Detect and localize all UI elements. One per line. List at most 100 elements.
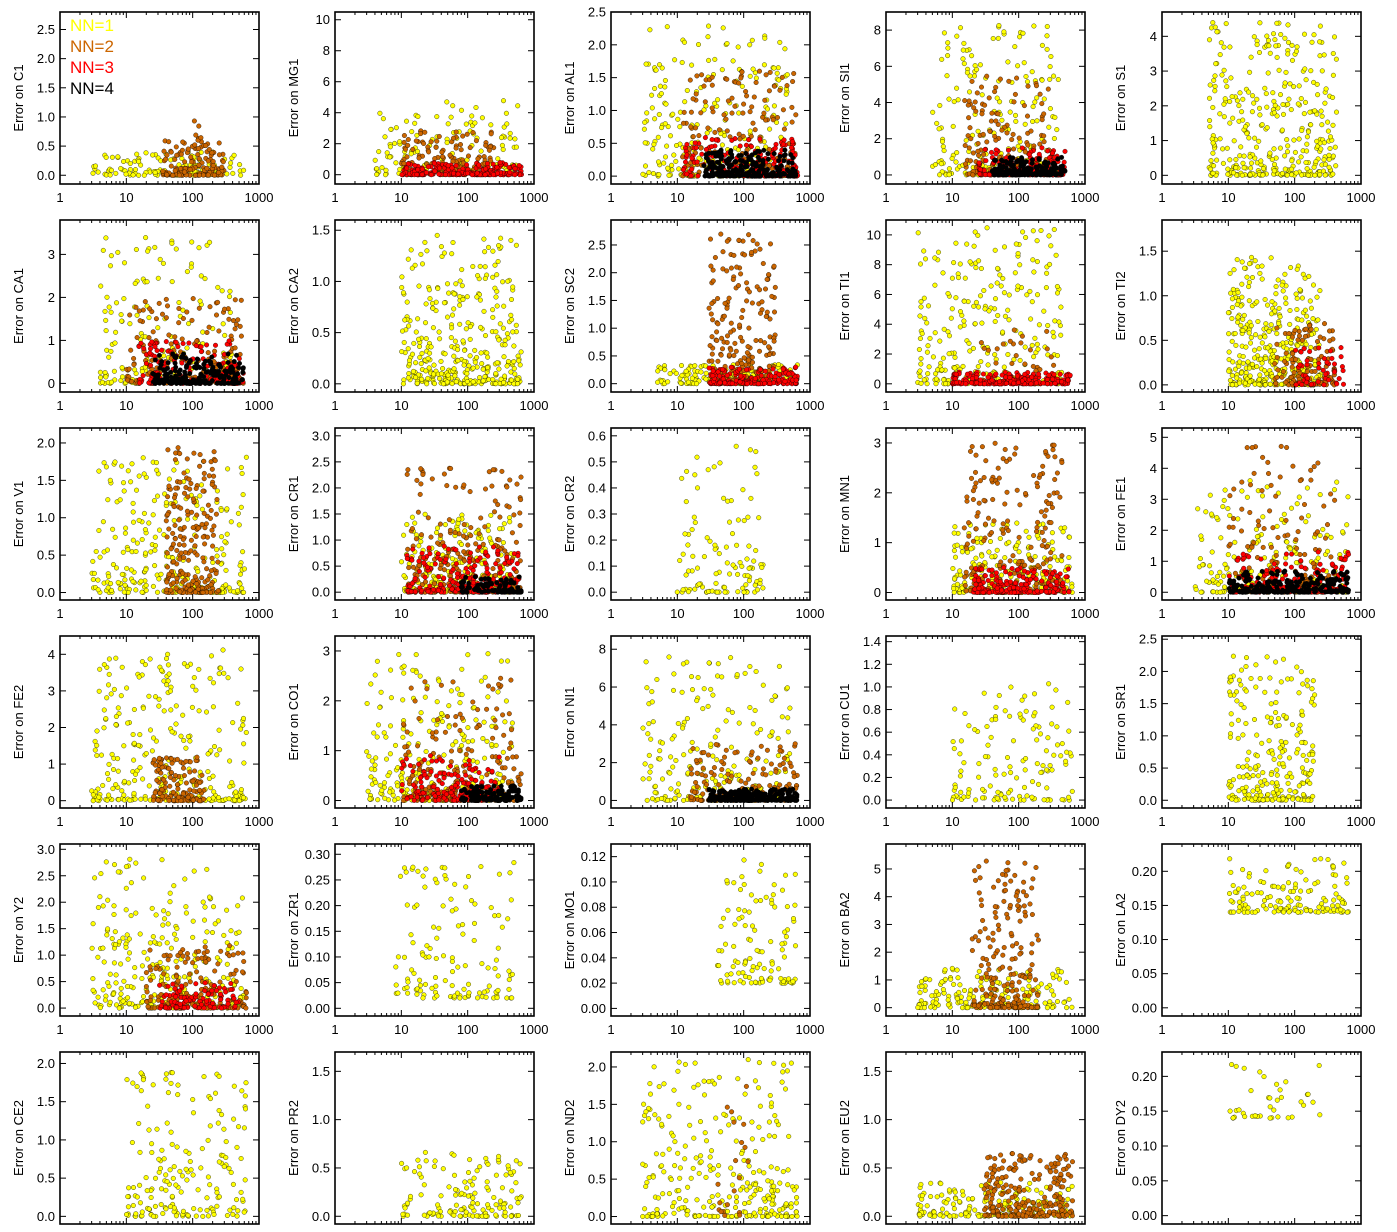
data-point-nn1 <box>150 152 156 158</box>
data-point-nn2 <box>205 350 211 356</box>
data-point-nn1 <box>112 340 118 346</box>
data-point-nn1 <box>387 144 393 150</box>
data-point-nn2 <box>698 145 704 151</box>
data-point-nn1 <box>444 99 450 105</box>
data-point-nn1 <box>1044 270 1050 276</box>
data-point-nn1 <box>1047 76 1053 82</box>
data-point-nn2 <box>720 346 725 352</box>
data-point-nn3 <box>141 346 147 351</box>
y-tick-label: 0.5 <box>588 136 606 151</box>
data-point-nn4 <box>765 156 771 162</box>
data-point-nn2 <box>771 338 777 344</box>
data-point-nn2 <box>405 142 411 148</box>
data-point-nn4 <box>225 360 231 365</box>
data-point-nn1 <box>1332 144 1338 150</box>
data-point-nn1 <box>1322 172 1328 178</box>
data-point-nn1 <box>99 379 105 385</box>
data-point-nn2 <box>207 304 213 310</box>
data-point-nn1 <box>946 172 952 178</box>
y-tick-label: 1.5 <box>588 70 606 85</box>
data-point-nn1 <box>467 324 473 330</box>
data-point-nn2 <box>1012 91 1018 97</box>
data-point-nn1 <box>486 244 491 250</box>
data-point-nn1 <box>1222 96 1228 102</box>
data-point-nn4 <box>707 164 712 170</box>
y-tick-label: 0 <box>48 376 55 391</box>
data-point-nn3 <box>1036 151 1042 157</box>
data-point-nn3 <box>717 380 723 386</box>
data-point-nn4 <box>1028 171 1033 177</box>
data-point-nn1 <box>750 66 756 72</box>
data-point-nn2 <box>791 71 797 76</box>
data-point-nn1 <box>490 314 496 320</box>
data-point-nn1 <box>1229 94 1235 100</box>
data-point-nn4 <box>768 171 774 177</box>
data-point-nn4 <box>193 365 199 371</box>
data-point-nn4 <box>757 157 763 163</box>
data-point-nn3 <box>684 141 690 147</box>
data-point-nn1 <box>678 380 684 386</box>
data-point-nn1 <box>973 299 979 305</box>
data-point-nn2 <box>161 148 167 154</box>
data-point-nn1 <box>457 321 463 327</box>
data-point-nn1 <box>1266 37 1271 43</box>
data-point-nn3 <box>163 339 169 345</box>
data-point-nn2 <box>458 142 463 147</box>
data-point-nn1 <box>1211 163 1217 169</box>
data-point-nn1 <box>1280 102 1286 107</box>
data-point-nn1 <box>498 235 504 241</box>
data-point-nn2 <box>745 344 751 350</box>
data-point-nn1 <box>1313 159 1319 165</box>
x-tick-label: 100 <box>182 398 204 413</box>
data-point-nn4 <box>726 164 732 170</box>
data-point-nn1 <box>435 286 441 291</box>
data-point-nn2 <box>688 109 694 115</box>
data-point-nn2 <box>754 241 760 247</box>
data-point-nn3 <box>512 166 518 171</box>
data-point-nn1 <box>1227 44 1233 50</box>
data-point-nn1 <box>109 167 114 173</box>
data-point-nn1 <box>405 346 411 352</box>
data-point-nn1 <box>485 354 491 360</box>
data-point-nn4 <box>723 158 729 164</box>
data-point-nn1 <box>1326 152 1332 158</box>
data-point-nn4 <box>216 368 222 374</box>
data-point-nn3 <box>149 339 155 345</box>
data-point-nn1 <box>930 109 936 115</box>
data-point-nn1 <box>1039 77 1045 83</box>
data-point-nn1 <box>399 285 405 290</box>
x-tick-label: 100 <box>733 190 755 205</box>
data-point-nn2 <box>467 145 473 151</box>
data-point-nn1 <box>949 156 955 161</box>
data-point-nn1 <box>513 322 519 328</box>
data-point-nn1 <box>207 239 213 245</box>
data-point-nn1 <box>147 169 153 175</box>
data-point-nn1 <box>441 300 447 306</box>
data-point-nn3 <box>423 170 429 176</box>
data-point-nn1 <box>979 320 985 326</box>
data-point-nn1 <box>1263 91 1269 97</box>
data-point-nn1 <box>1330 95 1336 100</box>
data-point-nn2 <box>997 76 1003 82</box>
data-point-nn3 <box>715 369 721 375</box>
data-point-nn1 <box>1284 137 1290 143</box>
data-point-nn1 <box>393 125 399 131</box>
data-point-nn2 <box>1039 101 1045 107</box>
data-point-nn1 <box>1006 292 1012 298</box>
data-point-nn1 <box>1330 122 1336 128</box>
data-point-nn2 <box>434 138 440 144</box>
data-point-nn4 <box>1039 165 1045 171</box>
data-point-nn1 <box>1248 165 1254 171</box>
data-point-nn1 <box>1055 77 1061 82</box>
data-point-nn4 <box>710 172 716 177</box>
data-point-nn1 <box>1304 166 1310 172</box>
data-point-nn4 <box>236 365 242 371</box>
data-point-nn4 <box>745 170 751 176</box>
data-point-nn1 <box>673 370 679 376</box>
data-point-nn3 <box>451 170 456 176</box>
data-point-nn1 <box>1032 99 1038 105</box>
data-point-nn1 <box>388 126 394 132</box>
data-point-nn4 <box>219 373 224 379</box>
data-point-nn1 <box>762 35 768 41</box>
data-point-nn1 <box>508 312 514 318</box>
